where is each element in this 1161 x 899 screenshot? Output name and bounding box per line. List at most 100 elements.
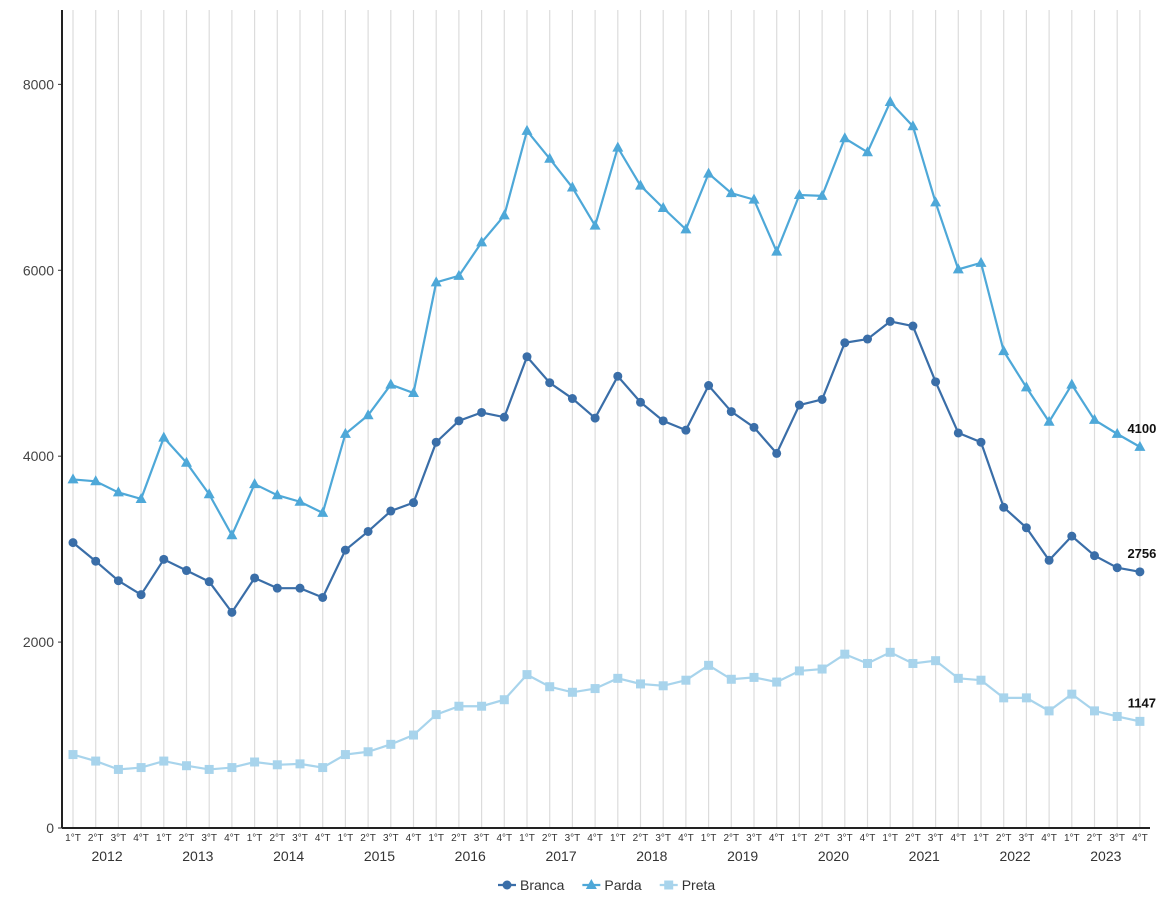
point: [1135, 716, 1145, 726]
point: [1134, 440, 1146, 451]
point: [182, 566, 191, 576]
point: [250, 573, 260, 583]
point: [567, 394, 577, 404]
point: [999, 693, 1009, 703]
point: [272, 760, 282, 770]
point: [522, 670, 532, 680]
point: [544, 152, 556, 163]
point: [521, 124, 533, 135]
point: [704, 660, 714, 670]
point: [658, 681, 668, 691]
x-tick-label: 2°T: [633, 833, 649, 844]
point: [430, 276, 442, 287]
x-tick-label: 3°T: [565, 833, 581, 844]
x-tick-label: 2°T: [814, 833, 830, 844]
point: [612, 141, 624, 152]
point: [726, 407, 736, 417]
end-label: 2756: [1127, 546, 1156, 561]
x-tick-label: 3°T: [746, 833, 762, 844]
x-tick-label: 3°T: [1109, 833, 1125, 844]
point: [863, 658, 872, 668]
x-tick-label: 1°T: [519, 833, 535, 844]
x-tick-label: 4°T: [496, 833, 512, 844]
point: [294, 495, 306, 506]
point: [68, 538, 78, 548]
point: [1090, 706, 1099, 716]
point: [1089, 413, 1100, 424]
point: [454, 701, 464, 711]
point: [1112, 563, 1122, 573]
point: [249, 478, 261, 489]
x-tick-label: 3°T: [928, 833, 944, 844]
year-label: 2018: [636, 848, 667, 864]
x-tick-label: 3°T: [292, 833, 308, 844]
end-label: 4100: [1127, 421, 1156, 436]
point: [1111, 427, 1123, 438]
x-tick-label: 1°T: [338, 833, 354, 844]
point: [908, 321, 918, 331]
point: [748, 193, 760, 204]
year-label: 2015: [364, 848, 395, 864]
point: [431, 437, 441, 447]
legend-label: Parda: [604, 877, 642, 893]
point: [840, 649, 850, 659]
point: [636, 679, 645, 689]
x-tick-label: 1°T: [1064, 833, 1080, 844]
point: [863, 334, 872, 344]
x-tick-label: 4°T: [860, 833, 876, 844]
point: [545, 378, 555, 388]
x-tick-label: 4°T: [769, 833, 785, 844]
point: [726, 674, 736, 684]
point: [839, 132, 851, 143]
x-tick-label: 4°T: [224, 833, 240, 844]
point: [725, 187, 737, 198]
point: [498, 209, 510, 220]
point: [817, 664, 827, 674]
point: [635, 179, 646, 190]
x-tick-label: 4°T: [1041, 833, 1057, 844]
x-tick-label: 4°T: [1132, 833, 1148, 844]
point: [250, 757, 260, 767]
x-tick-label: 1°T: [156, 833, 172, 844]
point: [453, 269, 465, 280]
point: [885, 316, 895, 326]
point: [477, 701, 487, 711]
point: [227, 763, 237, 773]
point: [409, 498, 418, 508]
x-tick-label: 3°T: [837, 833, 853, 844]
point: [658, 416, 668, 426]
point: [613, 673, 623, 683]
point: [362, 409, 374, 420]
point: [454, 416, 464, 426]
point: [772, 677, 782, 687]
x-tick-label: 1°T: [792, 833, 808, 844]
point: [386, 739, 396, 749]
point: [339, 427, 351, 438]
point: [1043, 415, 1055, 426]
point: [1044, 706, 1054, 716]
point: [931, 656, 941, 666]
point: [793, 188, 805, 199]
point: [68, 750, 78, 760]
x-tick-label: 2°T: [542, 833, 558, 844]
point: [680, 223, 692, 234]
point: [499, 695, 509, 705]
point: [636, 397, 645, 407]
point: [999, 502, 1009, 512]
point: [204, 764, 214, 774]
x-tick-label: 2°T: [269, 833, 285, 844]
point: [476, 236, 488, 247]
point: [566, 181, 578, 192]
point: [135, 492, 147, 503]
point: [953, 673, 963, 683]
point: [113, 764, 123, 774]
point: [885, 647, 895, 657]
y-tick-label: 8000: [23, 76, 54, 92]
point: [385, 378, 397, 389]
point: [1090, 551, 1099, 561]
point: [1112, 711, 1122, 721]
point: [771, 245, 783, 256]
point: [112, 486, 124, 497]
point: [272, 583, 282, 593]
point: [340, 750, 350, 760]
